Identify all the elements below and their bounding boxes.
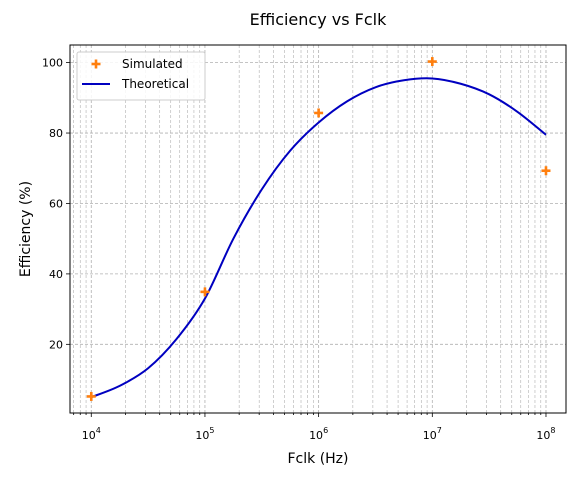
x-tick-label: 104 [82, 426, 101, 442]
x-tick-label: 107 [423, 426, 442, 442]
chart-title: Efficiency vs Fclk [250, 10, 387, 29]
grid-lines [70, 45, 566, 413]
y-tick-label: 80 [49, 127, 63, 140]
plot-frame [69, 44, 567, 414]
simulated-point [427, 57, 437, 67]
simulated-point [86, 391, 96, 401]
y-tick-label: 60 [49, 197, 63, 210]
x-tick-label: 106 [309, 426, 328, 442]
legend-marker-simulated [91, 59, 101, 69]
y-tick-label: 20 [49, 338, 63, 351]
axes-layer: 104 105 106 107 108 20 40 60 80 100 [42, 57, 556, 442]
legend-label-theoretical: Theoretical [121, 77, 189, 91]
y-tick-label: 40 [49, 268, 63, 281]
simulated-point [314, 108, 324, 118]
legend-plus-marker [91, 59, 101, 69]
series-layer [86, 57, 551, 401]
simulated-point [541, 166, 551, 176]
simulated-point [200, 287, 210, 297]
legend-box [76, 51, 206, 101]
x-tick-label: 108 [536, 426, 555, 442]
y-axis-title: Efficiency (%) [18, 181, 34, 277]
legend: Simulated Theoretical [76, 51, 206, 101]
theoretical-line [90, 77, 547, 399]
y-tick-label: 100 [42, 57, 63, 70]
x-axis-title: Fclk (Hz) [288, 451, 349, 467]
legend-label-simulated: Simulated [122, 57, 183, 71]
x-tick-label: 105 [195, 426, 214, 442]
